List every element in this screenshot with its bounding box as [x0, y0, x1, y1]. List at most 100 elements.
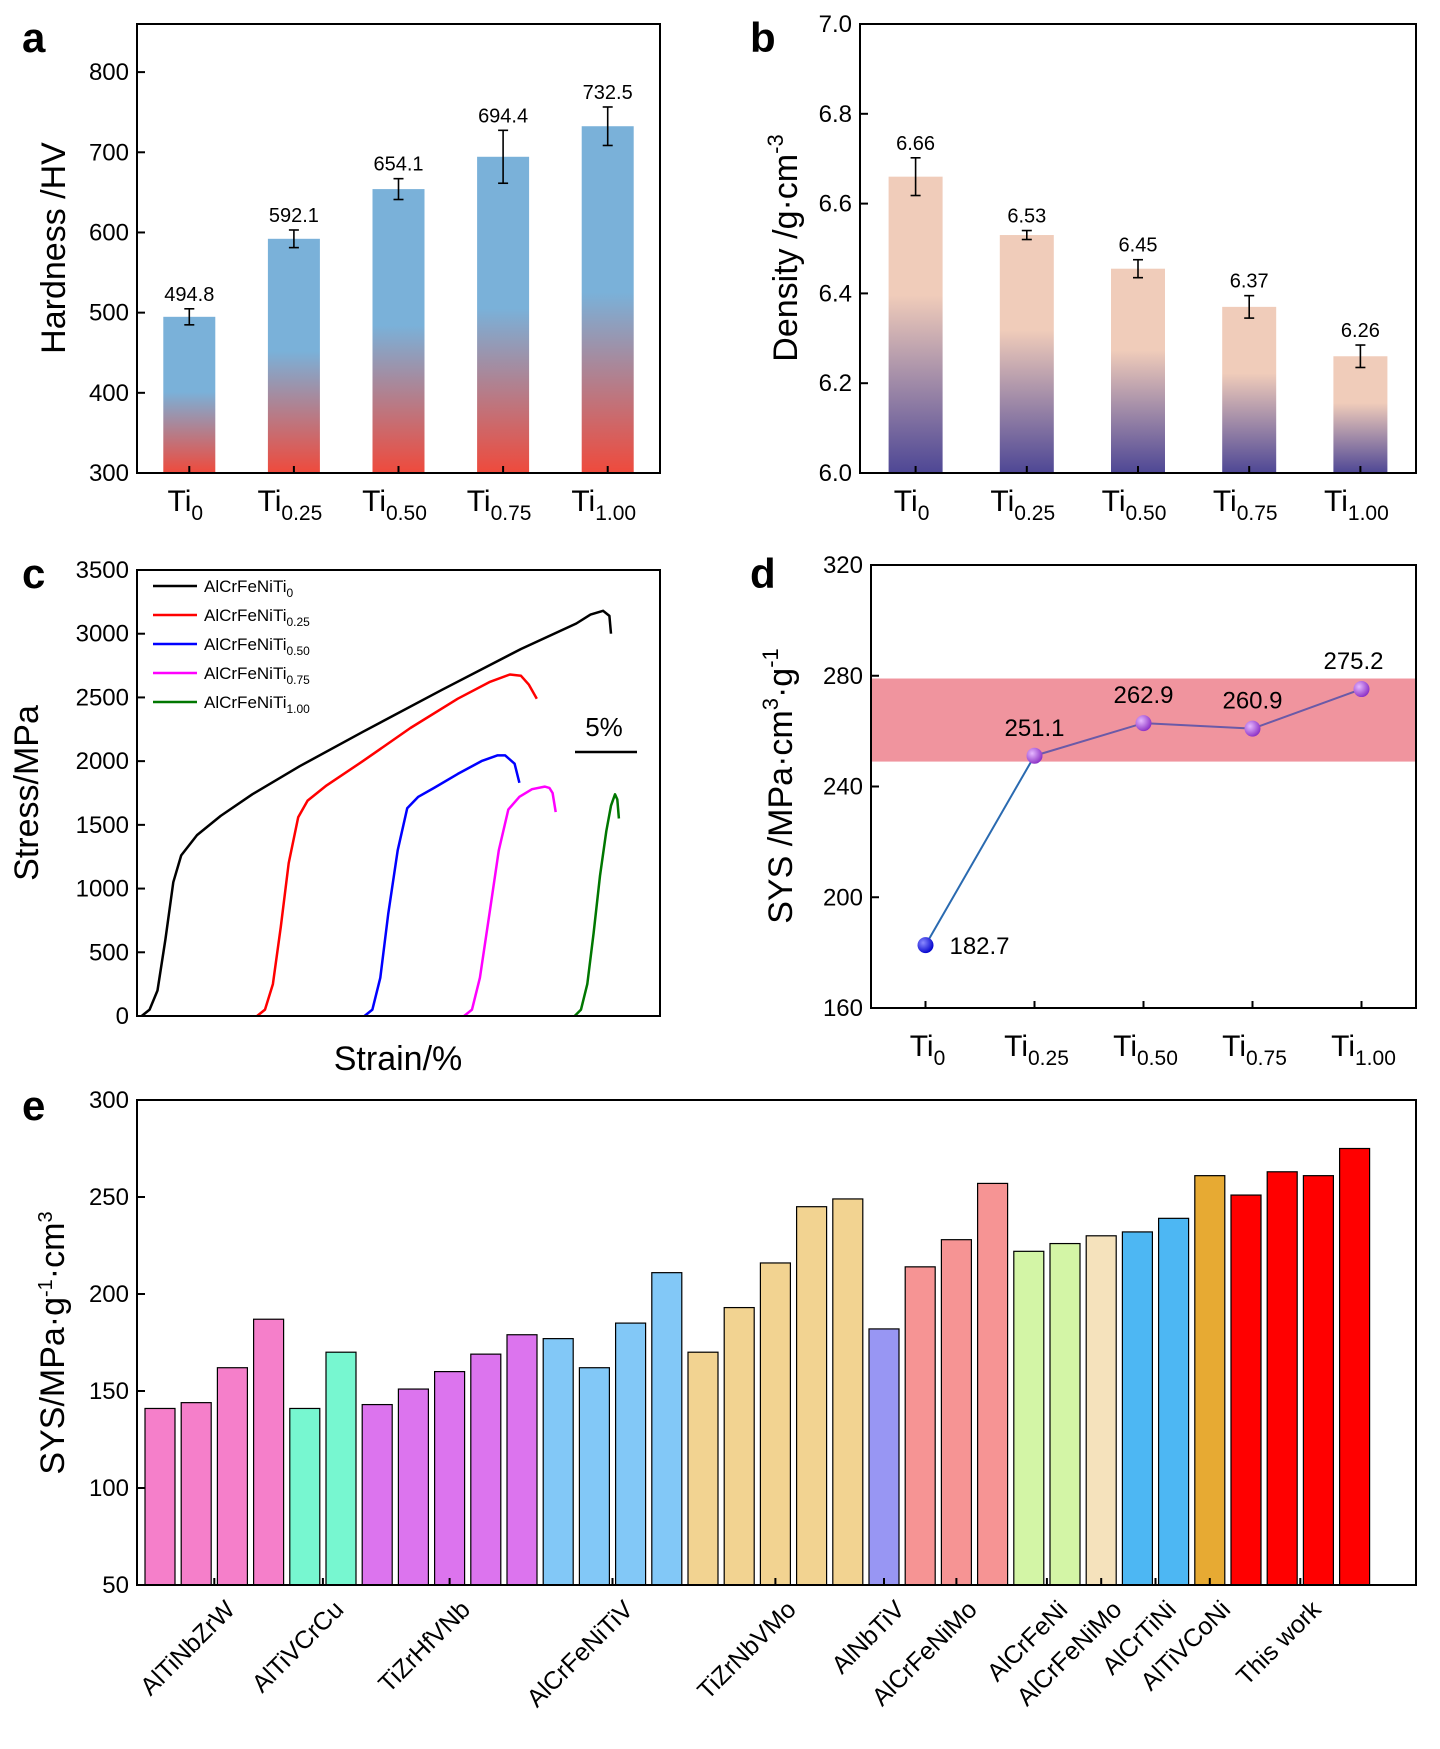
- sys-comparison-bar: [470, 1353, 502, 1586]
- hardness-bar: [477, 156, 530, 474]
- sys-x-tick-label: Ti0.75: [1222, 1030, 1287, 1070]
- sys-comparison-group-label: AlTiNbZrW: [135, 1595, 241, 1701]
- sys-y-tick-label: 320: [823, 552, 863, 579]
- sys-comparison-bar: [1230, 1194, 1262, 1586]
- hardness-x-tick-label: Ti0.25: [258, 485, 323, 525]
- sys-comparison-bar: [1157, 1217, 1190, 1586]
- density-y-tick-label: 7.0: [819, 11, 852, 38]
- stress-strain-x-axis-title: Strain/%: [334, 1040, 463, 1078]
- panel-label-e: e: [22, 1082, 45, 1129]
- sys-comparison-bar: [1266, 1171, 1298, 1586]
- sys-comparison-bar: [361, 1403, 393, 1586]
- sys-data-point: [917, 937, 934, 954]
- sys-comparison-bar: [289, 1407, 321, 1586]
- panel-label-a: a: [22, 14, 46, 61]
- sys-comparison-group-label: AlTiVCrCu: [247, 1595, 350, 1698]
- sys-data-point: [1244, 720, 1261, 737]
- stress-y-tick-label: 3000: [76, 621, 129, 648]
- sys-comparison-bar: [687, 1351, 719, 1586]
- density-y-axis-title: Density /g·cm-3: [763, 134, 805, 361]
- sys-x-tick-label: Ti1.00: [1331, 1030, 1396, 1070]
- density-plot-frame: [859, 23, 1417, 474]
- sys-comparison-bar: [795, 1206, 828, 1586]
- sys-comparison-bar: [397, 1388, 429, 1586]
- hardness-chart: 494.8 Ti0 592.1 Ti0.25 654.1 Ti0.50 694.4 Ti0.7…: [35, 23, 661, 525]
- hardness-value-label: 694.4: [478, 105, 528, 127]
- hardness-value-label: 592.1: [269, 205, 319, 227]
- sys-comparison-bar: [1049, 1242, 1081, 1586]
- hardness-y-tick-label: 800: [89, 59, 129, 86]
- hardness-y-tick-label: 500: [89, 300, 129, 327]
- sys-comparison-group-label: AlCrFeNiTiV: [521, 1595, 639, 1713]
- sys-value-label: 260.9: [1222, 688, 1282, 715]
- sys-y-tick-label: 280: [823, 663, 863, 690]
- sys-comparison-group-label: TiZrNbVMo: [692, 1595, 802, 1705]
- hardness-x-tick-label: Ti1.00: [571, 485, 636, 525]
- hardness-y-axis-title: Hardness /HV: [35, 142, 73, 354]
- sys-comparison-bar: [578, 1367, 611, 1586]
- sys-comparison-bar: [1121, 1231, 1154, 1586]
- density-bar: [888, 176, 943, 473]
- sys-y-tick-label: 200: [823, 884, 863, 911]
- hardness-x-tick-label: Ti0.75: [467, 485, 532, 525]
- sys-value-label: 251.1: [1004, 715, 1064, 742]
- density-bar: [1222, 306, 1277, 473]
- sys-x-tick-label: Ti0.25: [1004, 1030, 1069, 1070]
- legend-label: AlCrFeNiTi0.25: [204, 606, 310, 629]
- sys-value-label: 182.7: [949, 933, 1009, 960]
- hardness-bar: [581, 126, 634, 474]
- sys-comparison-bar: [325, 1351, 357, 1586]
- hardness-x-tick-label: Ti0.50: [362, 485, 427, 525]
- hardness-y-tick-label: 300: [89, 460, 129, 487]
- sys-value-label: 275.2: [1323, 648, 1383, 675]
- density-x-tick-label: Ti0: [894, 485, 930, 525]
- density-bar: [999, 235, 1054, 473]
- density-value-label: 6.53: [1007, 206, 1046, 228]
- sys-comparison-bar: [506, 1334, 538, 1586]
- sys-comparison-bar: [1194, 1175, 1226, 1586]
- hardness-bar: [267, 238, 320, 473]
- sys-comparison-y-tick-label: 200: [89, 1281, 129, 1308]
- sys-comparison-bar: [759, 1262, 792, 1586]
- sys-data-point: [1026, 747, 1043, 764]
- sys-y-tick-label: 240: [823, 774, 863, 801]
- legend-label: AlCrFeNiTi0.75: [204, 664, 310, 687]
- sys-y-axis-title: SYS /MPa·cm3·g-1: [758, 648, 800, 924]
- sys-comparison-bar: [542, 1338, 574, 1586]
- hardness-value-label: 654.1: [373, 154, 423, 176]
- sys-comparison-bar: [832, 1198, 864, 1586]
- density-y-tick-label: 6.8: [819, 101, 852, 128]
- sys-comparison-y-tick-label: 50: [102, 1572, 129, 1599]
- hardness-plot-frame: [136, 23, 661, 474]
- sys-comparison-bar: [1085, 1235, 1117, 1586]
- stress-strain-curve: [573, 793, 621, 1017]
- sys-x-tick-label: Ti0.50: [1113, 1030, 1178, 1070]
- strain-scale-bar-label: 5%: [585, 712, 623, 742]
- density-bar: [1111, 268, 1165, 473]
- sys-comparison-group-label: TiZrHfVNb: [373, 1595, 476, 1698]
- sys-data-point: [1135, 715, 1152, 732]
- density-value-label: 6.26: [1341, 320, 1380, 342]
- stress-strain-curve: [463, 785, 557, 1017]
- stress-y-tick-label: 500: [89, 939, 129, 966]
- density-chart: 6.66 Ti0 6.53 Ti0.25 6.45 Ti0.50 6.37 Ti0.75 6.2…: [763, 11, 1417, 525]
- density-y-tick-label: 6.4: [819, 280, 852, 307]
- sys-x-tick-label: Ti0: [910, 1030, 946, 1070]
- legend-label: AlCrFeNiTi0.50: [204, 635, 310, 658]
- stress-y-tick-label: 3500: [76, 557, 129, 584]
- panel-label-c: c: [22, 550, 45, 597]
- density-x-tick-label: Ti0.25: [990, 485, 1055, 525]
- sys-comparison-plot-frame: [136, 1099, 1417, 1586]
- sys-comparison-bar: [940, 1239, 973, 1586]
- sys-comparison-y-tick-label: 300: [89, 1087, 129, 1114]
- stress-strain-chart: 0 500 1000 1500 2000 2500 3000 3500 Strain/% St…: [8, 557, 661, 1078]
- stress-strain-legend: AlCrFeNiTi0 AlCrFeNiTi0.25 AlCrFeNiTi0.50 A…: [153, 577, 310, 716]
- density-x-tick-label: Ti1.00: [1324, 485, 1389, 525]
- sys-value-label: 262.9: [1113, 682, 1173, 709]
- stress-y-tick-label: 1000: [76, 876, 129, 903]
- sys-comparison-bar: [614, 1322, 647, 1586]
- panel-label-b: b: [750, 14, 776, 61]
- sys-comparison-bar: [253, 1318, 285, 1586]
- density-value-label: 6.45: [1119, 235, 1158, 257]
- sys-comparison-chart: 50 100 150 200 250 300 AlTiNbZrW AlTiVCrCu TiZrH…: [34, 1087, 1417, 1713]
